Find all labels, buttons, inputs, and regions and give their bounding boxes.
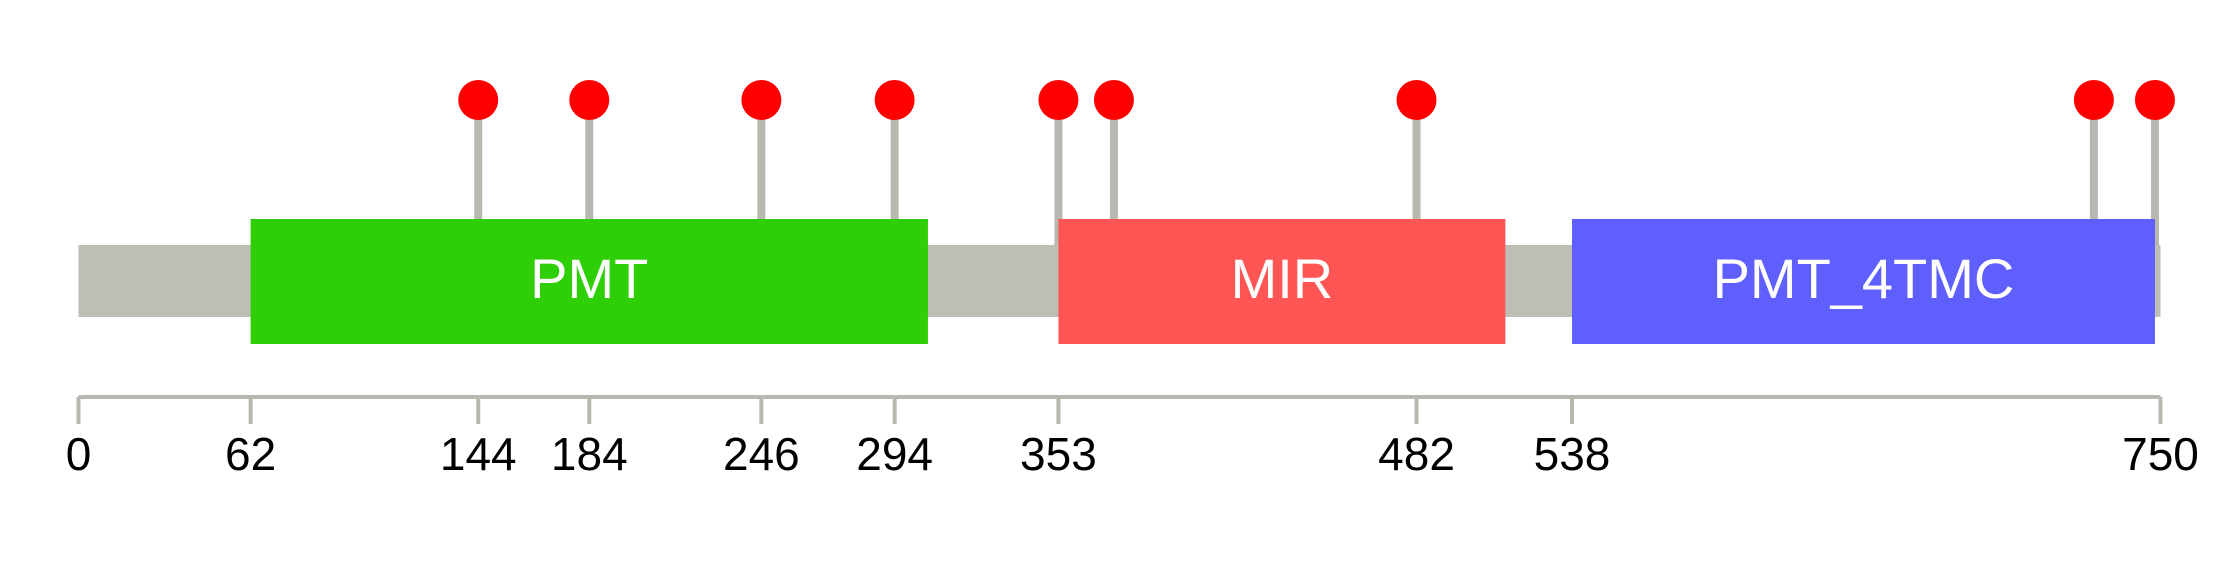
mutation-marker bbox=[874, 80, 915, 120]
x-tick-label: 184 bbox=[551, 428, 628, 480]
mutation-marker bbox=[569, 80, 610, 120]
x-tick-label: 62 bbox=[225, 428, 276, 480]
mutation-marker bbox=[1093, 80, 1134, 120]
x-tick-label: 750 bbox=[2122, 428, 2199, 480]
x-tick-label: 0 bbox=[66, 428, 92, 480]
mutation-marker bbox=[2073, 80, 2114, 120]
domain bbox=[1058, 219, 1506, 344]
domain-label: MIR bbox=[1231, 247, 1334, 310]
mutation-marker bbox=[1396, 80, 1437, 120]
x-tick-label: 482 bbox=[1378, 428, 1455, 480]
domain-label: PMT_4TMC bbox=[1713, 247, 2015, 310]
mutation-marker bbox=[1038, 80, 1079, 120]
x-tick-label: 144 bbox=[440, 428, 517, 480]
mutation-marker bbox=[741, 80, 782, 120]
mutation-marker bbox=[2134, 80, 2175, 120]
domain-label: PMT bbox=[530, 247, 648, 310]
x-tick-label: 538 bbox=[1534, 428, 1611, 480]
domain bbox=[1571, 219, 2155, 344]
x-tick-label: 294 bbox=[856, 428, 933, 480]
x-tick-label: 353 bbox=[1020, 428, 1097, 480]
mutation-marker bbox=[458, 80, 499, 120]
x-tick-label: 246 bbox=[723, 428, 800, 480]
domain bbox=[250, 219, 928, 344]
